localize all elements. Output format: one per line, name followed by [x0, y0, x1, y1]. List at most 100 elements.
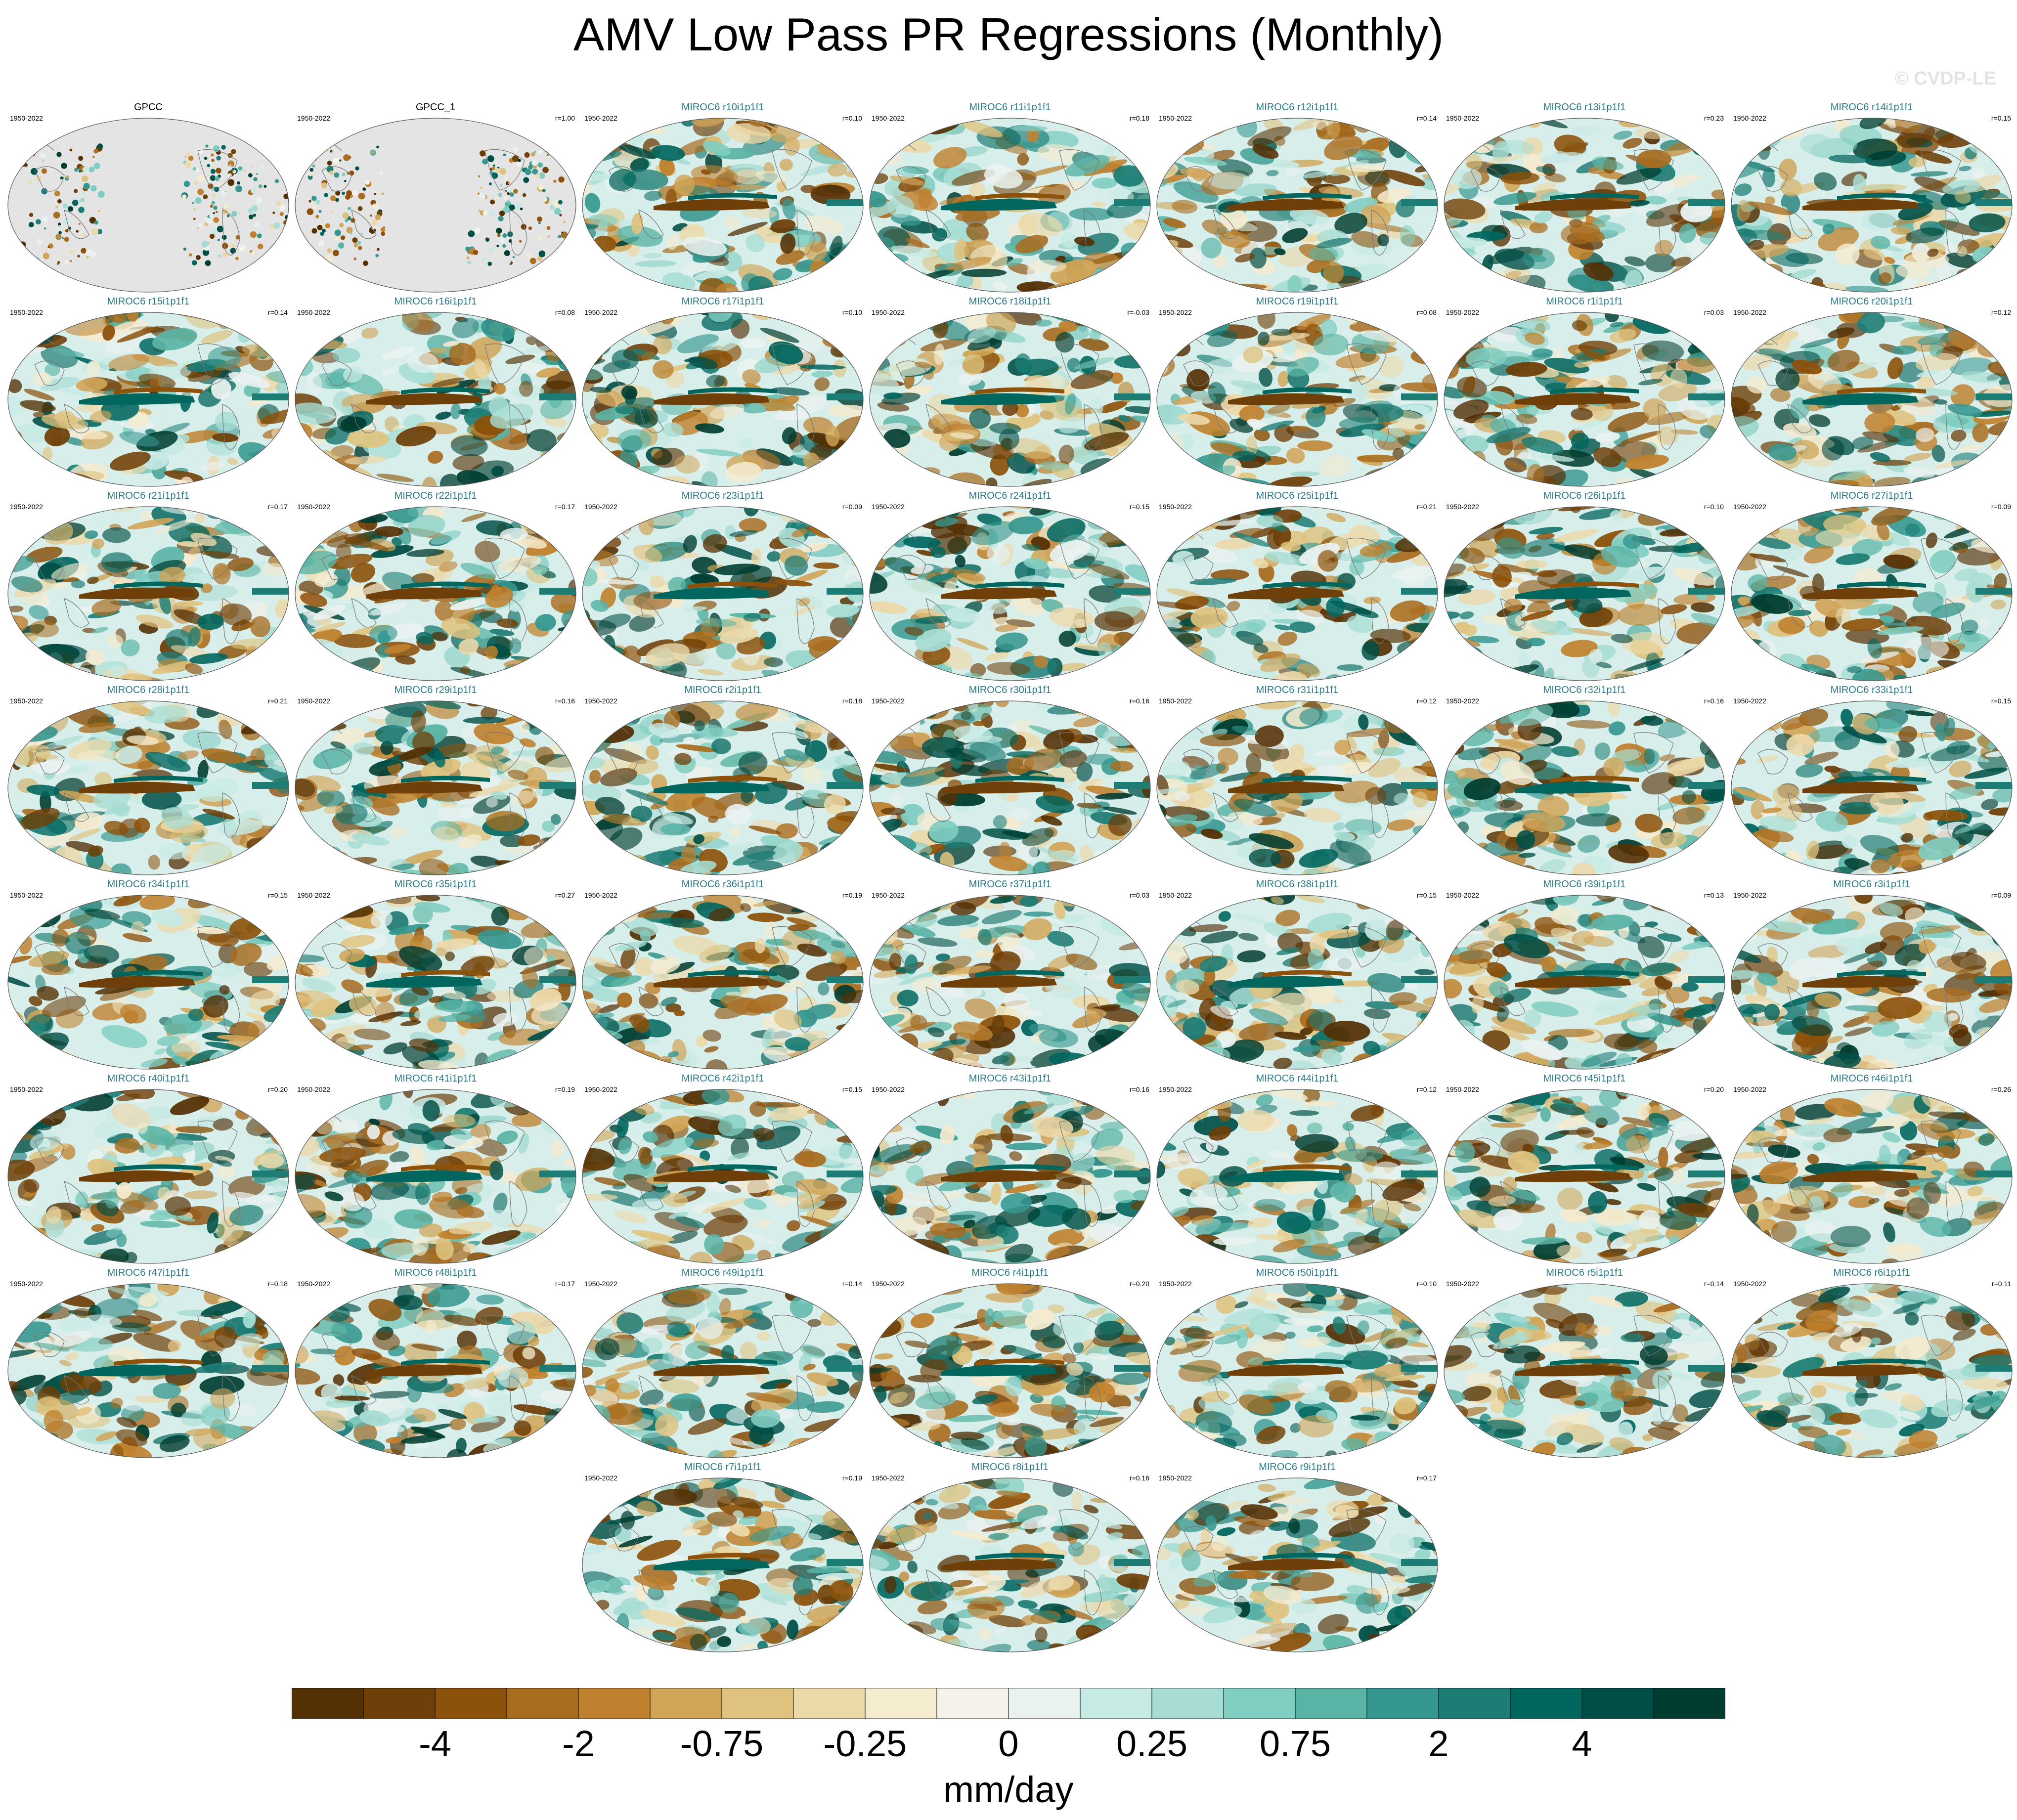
map-panel: MIROC6 r18i1p1f1 1950-2022 r=-0.03 [867, 296, 1153, 488]
regression-map [7, 1089, 289, 1264]
panel-correlation: r=0.17 [555, 1280, 575, 1288]
panel-period: 1950-2022 [1159, 1474, 1192, 1482]
regression-map [582, 118, 864, 293]
panel-correlation: r=0.13 [1704, 891, 1724, 899]
regression-map [1731, 118, 2013, 293]
panel-period: 1950-2022 [872, 697, 905, 705]
map-panel: MIROC6 r12i1p1f1 1950-2022 r=0.14 [1154, 101, 1441, 294]
map-panel: MIROC6 r2i1p1f1 1950-2022 r=0.18 [579, 684, 866, 877]
colorbar-segment [435, 1688, 507, 1719]
panel-correlation: r=0.17 [1416, 1474, 1437, 1482]
map-panel: MIROC6 r34i1p1f1 1950-2022 r=0.15 [5, 878, 292, 1071]
map-panel: MIROC6 r17i1p1f1 1950-2022 r=0.10 [579, 296, 866, 488]
panel-period: 1950-2022 [10, 503, 43, 511]
map-panel: MIROC6 r48i1p1f1 1950-2022 r=0.17 [292, 1267, 579, 1460]
panel-period: 1950-2022 [872, 1280, 905, 1288]
panel-correlation: r=1.00 [555, 114, 575, 122]
map-panel: MIROC6 r21i1p1f1 1950-2022 r=0.17 [5, 490, 292, 683]
panel-title: MIROC6 r42i1p1f1 [681, 1073, 764, 1084]
panel-period: 1950-2022 [1733, 114, 1766, 122]
regression-map [295, 1283, 576, 1458]
panel-correlation: r=0.16 [1129, 697, 1149, 705]
panel-title: MIROC6 r26i1p1f1 [1543, 490, 1626, 501]
regression-map [869, 895, 1151, 1070]
panel-period: 1950-2022 [1446, 308, 1479, 316]
regression-map [582, 506, 864, 681]
panel-period: 1950-2022 [584, 1280, 617, 1288]
panel-title: MIROC6 r6i1p1f1 [1833, 1267, 1910, 1278]
panel-period: 1950-2022 [872, 1085, 905, 1093]
colorbar-segment [650, 1688, 722, 1719]
map-panel: MIROC6 r14i1p1f1 1950-2022 r=0.15 [1728, 101, 2015, 294]
panel-period: 1950-2022 [10, 1085, 43, 1093]
map-panel: MIROC6 r40i1p1f1 1950-2022 r=0.20 [5, 1073, 292, 1265]
panel-correlation: r=0.21 [267, 697, 288, 705]
regression-map [295, 118, 576, 293]
panel-period: 1950-2022 [1733, 1280, 1766, 1288]
map-panel: MIROC6 r7i1p1f1 1950-2022 r=0.19 [579, 1461, 866, 1654]
panel-title: MIROC6 r1i1p1f1 [1546, 296, 1623, 307]
regression-map [1444, 1283, 1725, 1458]
panel-period: 1950-2022 [1446, 697, 1479, 705]
panel-period: 1950-2022 [297, 503, 330, 511]
regression-map [1444, 312, 1725, 487]
panel-title: MIROC6 r21i1p1f1 [107, 490, 190, 501]
colorbar [292, 1688, 1725, 1719]
panel-period: 1950-2022 [297, 891, 330, 899]
regression-map [1444, 506, 1725, 681]
panel-correlation: r=0.12 [1416, 1085, 1437, 1093]
regression-map [869, 1089, 1151, 1264]
panel-title: GPCC [134, 102, 163, 113]
panel-title: MIROC6 r5i1p1f1 [1546, 1267, 1623, 1278]
regression-map [1731, 1283, 2013, 1458]
panel-title: MIROC6 r48i1p1f1 [394, 1267, 477, 1278]
panel-period: 1950-2022 [1159, 891, 1192, 899]
panel-period: 1950-2022 [872, 308, 905, 316]
panel-correlation: r=0.16 [1129, 1474, 1149, 1482]
panel-correlation: r=0.20 [1129, 1280, 1149, 1288]
regression-map [1156, 1283, 1438, 1458]
map-panel: MIROC6 r45i1p1f1 1950-2022 r=0.20 [1441, 1073, 1728, 1265]
map-panel: MIROC6 r47i1p1f1 1950-2022 r=0.18 [5, 1267, 292, 1460]
panel-title: MIROC6 r37i1p1f1 [968, 879, 1052, 890]
map-panel: MIROC6 r8i1p1f1 1950-2022 r=0.16 [867, 1461, 1153, 1654]
panel-period: 1950-2022 [872, 1474, 905, 1482]
panel-title: MIROC6 r14i1p1f1 [1830, 102, 1913, 113]
panel-period: 1950-2022 [584, 1474, 617, 1482]
map-panel: MIROC6 r15i1p1f1 1950-2022 r=0.14 [5, 296, 292, 488]
regression-map [7, 506, 289, 681]
panel-correlation: r=0.15 [267, 891, 288, 899]
map-panel: MIROC6 r13i1p1f1 1950-2022 r=0.23 [1441, 101, 1728, 294]
panel-correlation: r=0.11 [1991, 1280, 2011, 1288]
panel-title: MIROC6 r30i1p1f1 [968, 685, 1052, 695]
panel-correlation: r=0.09 [1991, 891, 2011, 899]
map-panel: MIROC6 r19i1p1f1 1950-2022 r=0.08 [1154, 296, 1441, 488]
regression-map [582, 1089, 864, 1264]
map-panel: GPCC_1 1950-2022 r=1.00 [292, 101, 579, 294]
panel-title: MIROC6 r7i1p1f1 [684, 1462, 761, 1473]
panel-correlation: r=0.21 [1416, 503, 1437, 511]
panel-correlation: r=0.20 [267, 1085, 288, 1093]
panel-correlation: r=0.19 [842, 891, 862, 899]
colorbar-segment [1510, 1688, 1582, 1719]
regression-map [869, 312, 1151, 487]
panel-period: 1950-2022 [584, 503, 617, 511]
map-panel: MIROC6 r46i1p1f1 1950-2022 r=0.26 [1728, 1073, 2015, 1265]
panel-period: 1950-2022 [10, 697, 43, 705]
panel-correlation: r=0.03 [1704, 308, 1724, 316]
colorbar-segment [292, 1688, 364, 1719]
map-panel: MIROC6 r29i1p1f1 1950-2022 r=0.16 [292, 684, 579, 877]
panel-title: MIROC6 r9i1p1f1 [1259, 1462, 1336, 1473]
map-panel: MIROC6 r22i1p1f1 1950-2022 r=0.17 [292, 490, 579, 683]
panel-correlation: r=0.14 [1704, 1280, 1724, 1288]
panel-correlation: r=0.17 [555, 503, 575, 511]
panel-title: MIROC6 r4i1p1f1 [971, 1267, 1049, 1278]
regression-map [1156, 1089, 1438, 1264]
colorbar-segment [506, 1688, 579, 1719]
panel-title: MIROC6 r38i1p1f1 [1256, 879, 1339, 890]
colorbar-segment [1653, 1688, 1725, 1719]
map-panel: MIROC6 r10i1p1f1 1950-2022 r=0.10 [579, 101, 866, 294]
watermark: © CVDP-LE [1894, 68, 1996, 89]
panel-period: 1950-2022 [1159, 503, 1192, 511]
panel-title: MIROC6 r34i1p1f1 [107, 879, 190, 890]
